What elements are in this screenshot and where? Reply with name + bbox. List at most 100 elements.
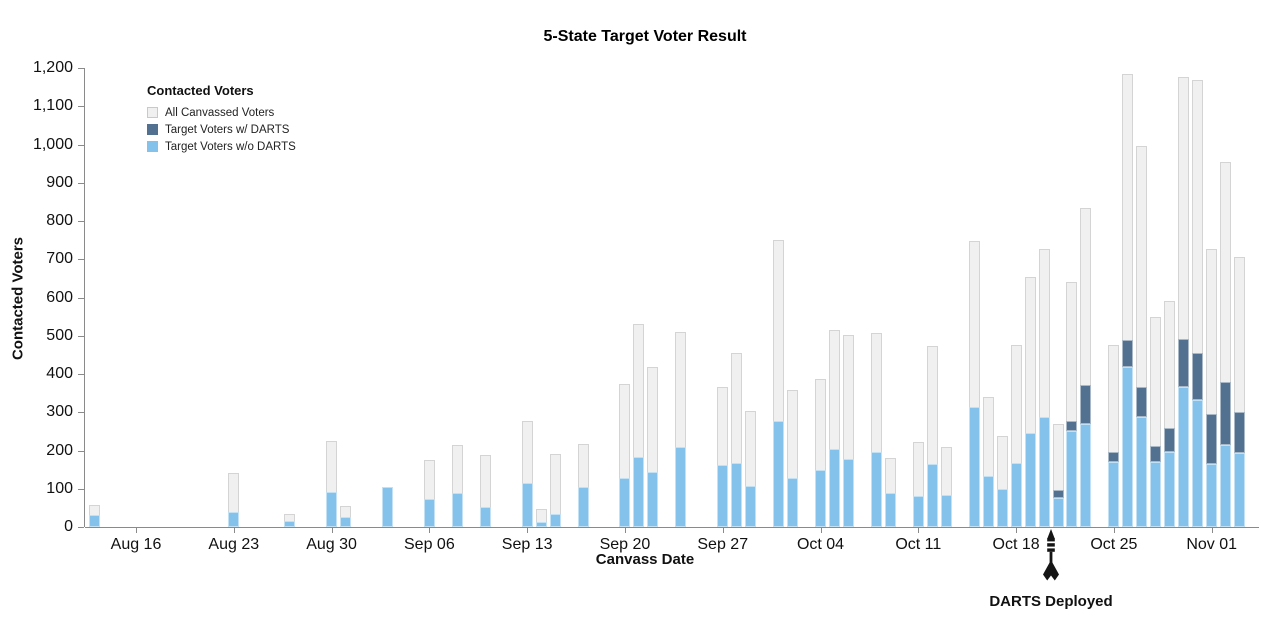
bar-target-without-darts (1164, 452, 1176, 527)
chart-title: 5-State Target Voter Result (543, 28, 747, 45)
y-tick-label: 600 (46, 288, 73, 306)
bar-target-without-darts (731, 463, 743, 527)
y-tick (78, 450, 84, 452)
bar-target-without-darts (884, 492, 896, 527)
x-axis-line (85, 527, 1259, 528)
x-tick-label: Oct 11 (895, 536, 942, 553)
bar-target-with-darts (1192, 352, 1204, 400)
bar-target-with-darts (1108, 452, 1120, 463)
bar-target-without-darts (912, 495, 924, 527)
bar-target-without-darts (982, 475, 994, 527)
bar-target-with-darts (1234, 411, 1246, 453)
x-tick (1211, 528, 1213, 533)
legend: Contacted Voters All Canvassed Voters Tar… (147, 83, 296, 155)
bar-target-without-darts (1024, 433, 1036, 527)
x-tick (527, 528, 529, 533)
y-tick-label: 300 (46, 403, 73, 421)
x-tick-label: Nov 01 (1186, 536, 1238, 553)
bar-target-without-darts (340, 517, 352, 527)
y-tick (78, 374, 84, 375)
bar-target-without-darts (773, 420, 785, 527)
x-axis-title: Canvass Date (595, 551, 695, 568)
bar-target-without-darts (577, 486, 589, 527)
bar-target-without-darts (1234, 452, 1246, 527)
annotation-label: DARTS Deployed (989, 593, 1113, 610)
y-tick (78, 182, 84, 184)
legend-rows: All Canvassed Voters Target Voters w/ DAR… (147, 104, 296, 155)
bar-target-without-darts (1052, 497, 1064, 527)
legend-swatch-icon (147, 141, 158, 152)
bar-target-without-darts (535, 521, 547, 527)
y-tick (78, 144, 84, 146)
legend-item: Target Voters w/o DARTS (147, 138, 296, 155)
x-tick (624, 528, 626, 533)
x-tick (233, 528, 235, 533)
bar-target-without-darts (423, 498, 435, 527)
bar-target-without-darts (940, 494, 952, 527)
bar-target-without-darts (1136, 417, 1148, 527)
y-tick (78, 106, 84, 108)
x-tick-label: Sep 13 (501, 536, 553, 553)
legend-swatch-icon (147, 124, 158, 135)
bar-target-with-darts (1164, 428, 1176, 453)
y-tick-label: 1,200 (32, 59, 73, 76)
bar-target-without-darts (549, 513, 561, 527)
bar-target-without-darts (647, 471, 659, 527)
bar-target-with-darts (1206, 413, 1218, 464)
bar-target-with-darts (1150, 445, 1162, 463)
bar-target-with-darts (1052, 489, 1064, 498)
bar-target-with-darts (1178, 339, 1190, 388)
x-tick (1016, 528, 1018, 533)
y-tick (78, 335, 84, 337)
bar-target-without-darts (88, 514, 100, 527)
bar-target-without-darts (1206, 463, 1218, 527)
legend-title: Contacted Voters (147, 83, 254, 98)
bar-target-without-darts (675, 446, 687, 527)
y-tick-label: 1,100 (32, 97, 73, 115)
x-tick-label: Oct 25 (1090, 536, 1138, 553)
x-tick (820, 528, 822, 533)
bar-target-without-darts (787, 477, 799, 527)
legend-item: Target Voters w/ DARTS (147, 121, 296, 138)
bar-target-without-darts (1010, 462, 1022, 527)
y-tick-label: 800 (46, 212, 73, 229)
x-tick (918, 528, 920, 533)
bar-target-with-darts (1122, 340, 1134, 368)
dart-icon (1043, 529, 1060, 581)
bar-target-without-darts (228, 512, 240, 527)
bar-target-without-darts (1066, 430, 1078, 527)
x-tick-label: Aug 23 (208, 536, 260, 553)
y-tick-label: 100 (46, 479, 73, 497)
y-tick (78, 488, 84, 490)
bar-target-without-darts (619, 477, 631, 527)
x-tick-label: Aug 30 (306, 536, 357, 553)
bar-target-without-darts (1150, 462, 1162, 527)
y-tick-label: 900 (46, 173, 73, 191)
bar-target-without-darts (996, 488, 1008, 527)
y-axis-line (84, 68, 85, 527)
bar-target-without-darts (1080, 423, 1092, 527)
bar-target-without-darts (1108, 462, 1120, 527)
bar-target-without-darts (1192, 399, 1204, 527)
x-tick-label: Oct 04 (796, 536, 845, 553)
x-tick-label: Aug 16 (110, 536, 162, 553)
x-tick-label: Sep 27 (697, 536, 749, 553)
bar-target-without-darts (326, 491, 338, 527)
bar-target-without-darts (717, 464, 729, 527)
legend-item-label: Target Voters w/ DARTS (165, 123, 290, 136)
bar-target-with-darts (1220, 382, 1232, 446)
y-tick-label: 700 (46, 250, 73, 268)
bar-target-without-darts (479, 507, 491, 527)
x-tick (429, 528, 431, 533)
bar-target-without-darts (381, 486, 393, 527)
x-tick-label: Oct 18 (992, 536, 1040, 553)
bar-target-without-darts (745, 485, 757, 527)
legend-swatch-icon (147, 107, 158, 118)
legend-item-label: Target Voters w/o DARTS (165, 140, 296, 153)
bar-target-without-darts (521, 482, 533, 527)
bar-target-without-darts (1178, 387, 1190, 527)
y-tick (78, 297, 84, 299)
y-tick (78, 259, 84, 261)
x-tick (136, 528, 137, 533)
